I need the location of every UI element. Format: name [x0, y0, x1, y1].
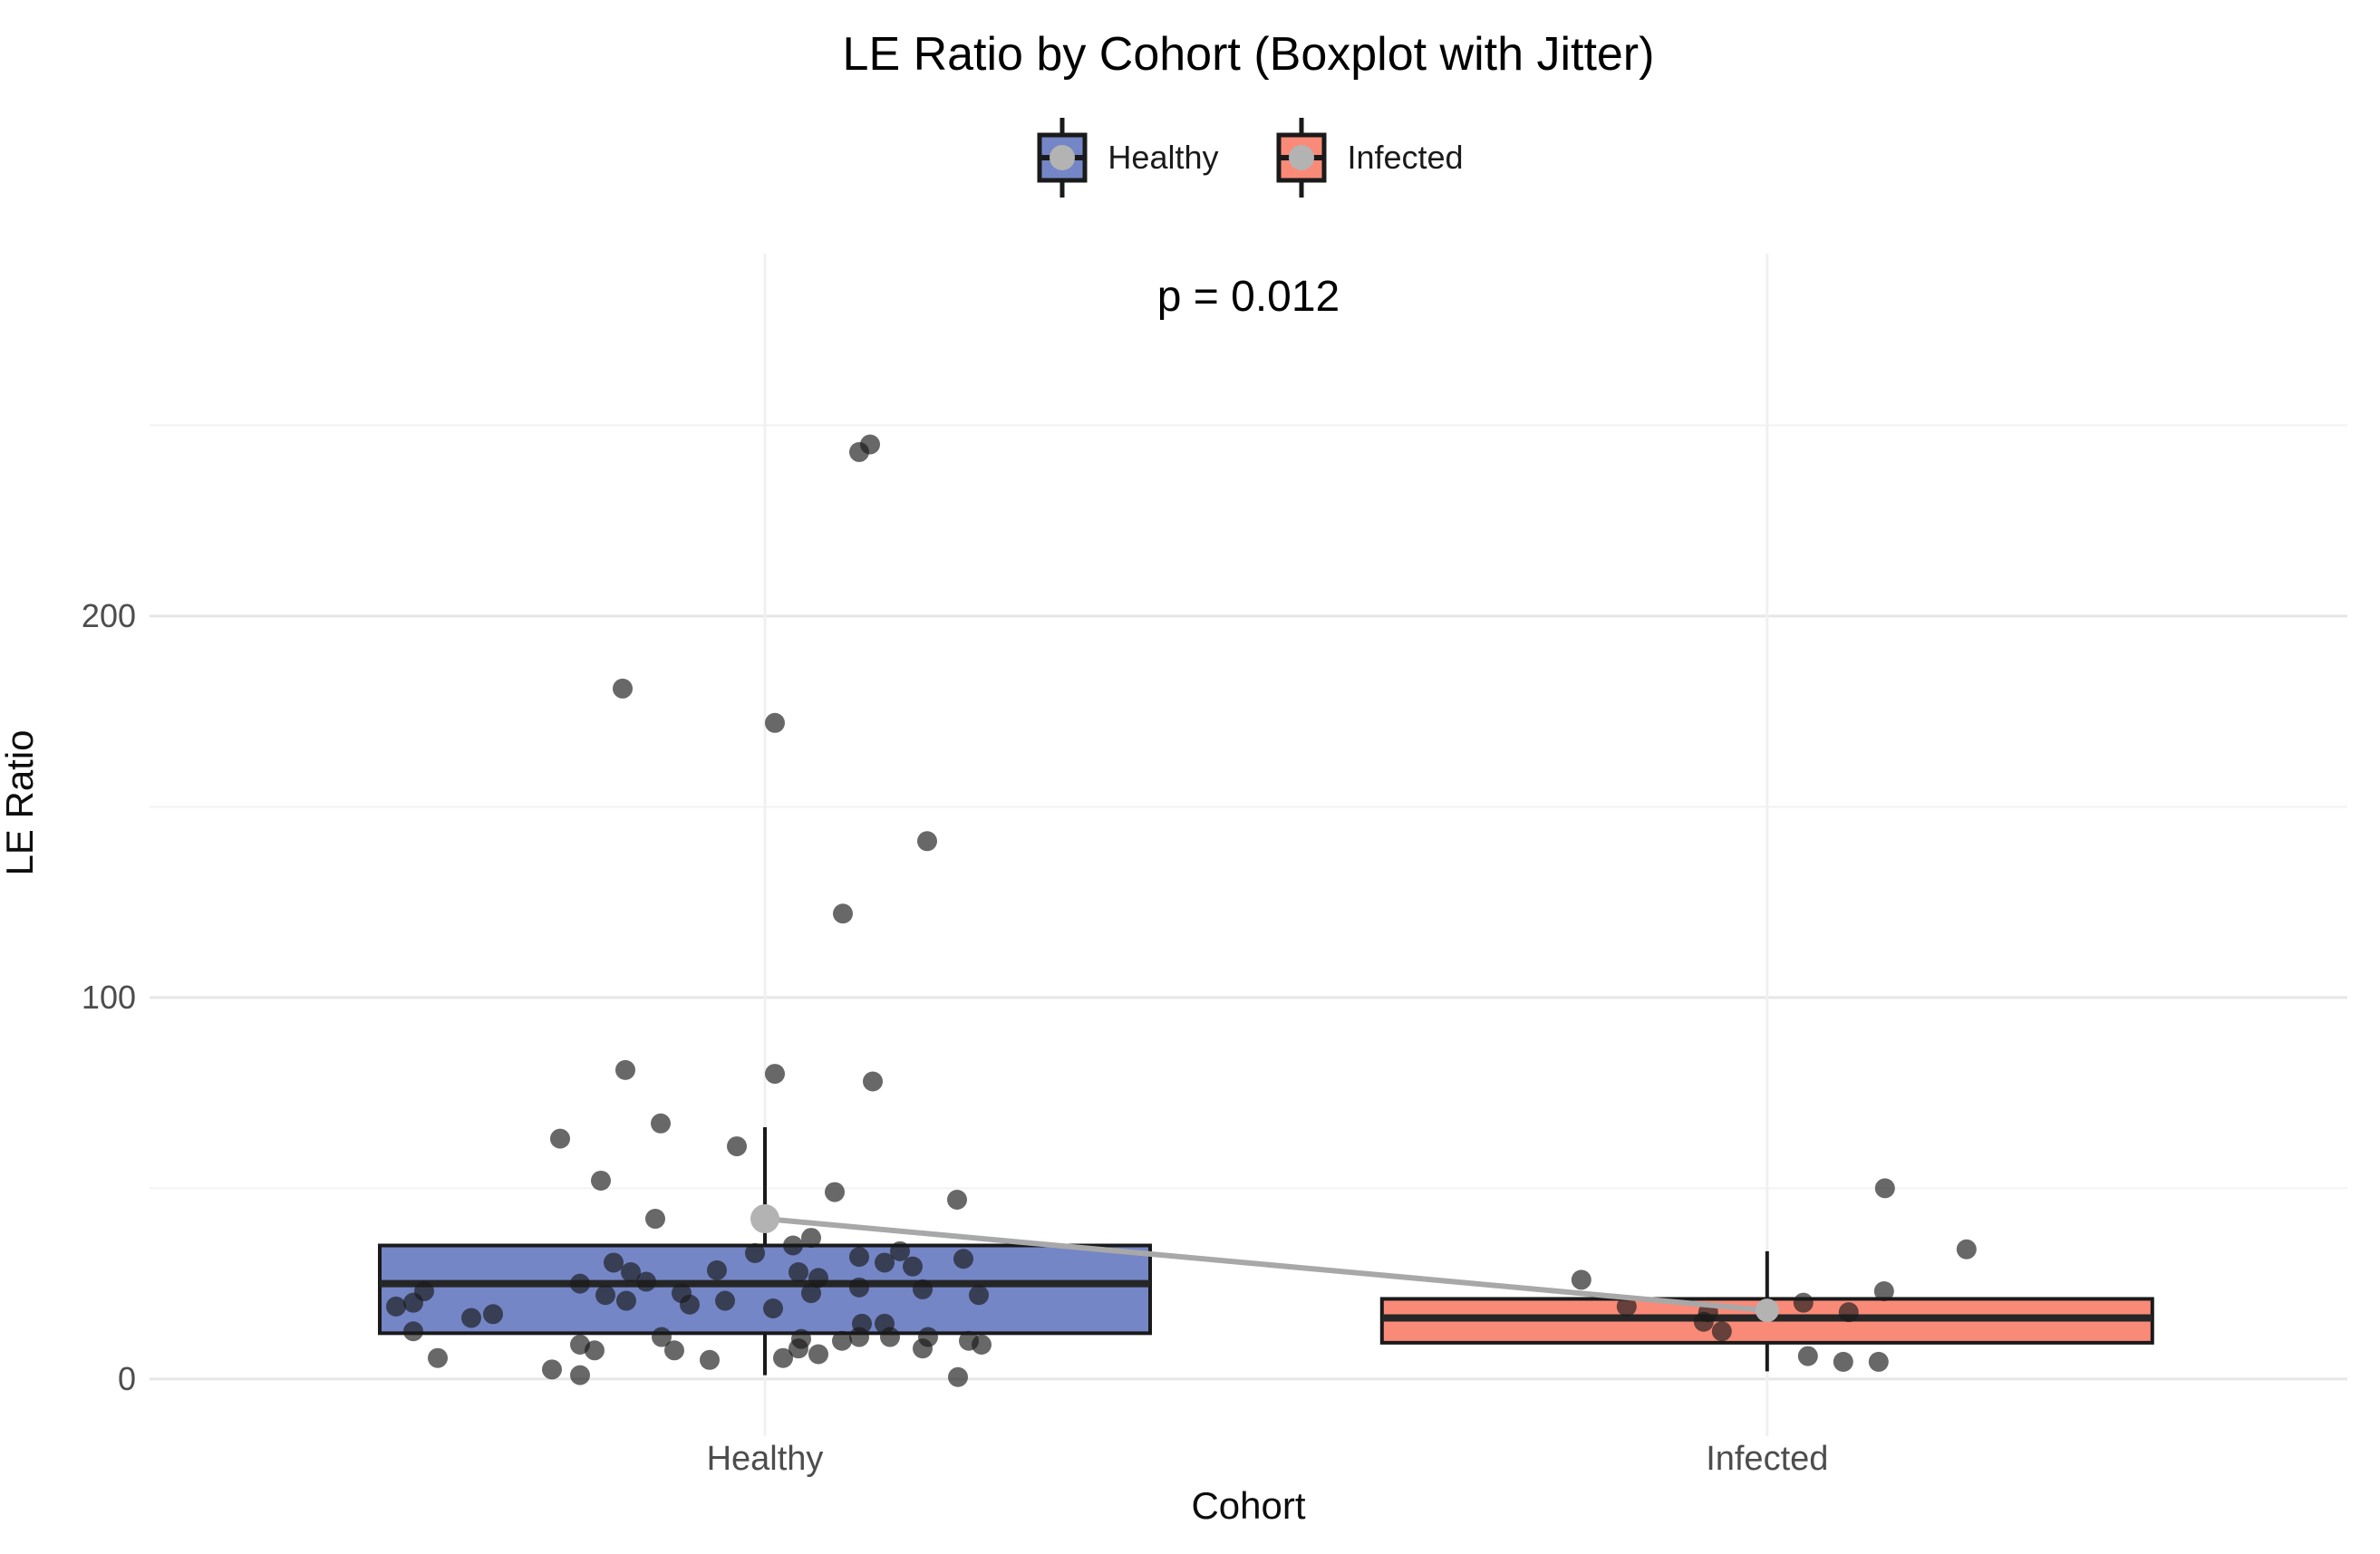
jitter-point-infected: [1693, 1311, 1714, 1332]
jitter-point-infected: [1838, 1302, 1859, 1323]
jitter-point-infected: [1874, 1178, 1895, 1199]
jitter-point-healthy: [917, 831, 937, 852]
jitter-point-infected: [1797, 1346, 1818, 1366]
jitter-point-healthy: [849, 1277, 869, 1298]
boxplot-key-icon-infected: [1276, 118, 1327, 198]
jitter-point-healthy: [783, 1235, 803, 1256]
jitter-point-healthy: [765, 712, 785, 733]
jitter-point-healthy: [953, 1249, 973, 1269]
jitter-point-healthy: [849, 441, 869, 462]
jitter-point-healthy: [700, 1349, 720, 1370]
jitter-point-healthy: [542, 1359, 562, 1380]
legend-label-infected: Infected: [1347, 139, 1464, 176]
jitter-point-infected: [1868, 1351, 1889, 1372]
chart-title: LE Ratio by Cohort (Boxplot with Jitter): [842, 28, 1655, 81]
jitter-point-healthy: [621, 1261, 641, 1282]
jitter-point-healthy: [613, 678, 633, 699]
jitter-point-healthy: [765, 1064, 785, 1085]
y-axis-title: LE Ratio: [0, 729, 41, 876]
legend-item-infected: Infected: [1272, 116, 1464, 199]
jitter-point-infected: [1711, 1321, 1732, 1342]
jitter-point-healthy: [428, 1347, 448, 1368]
jitter-point-healthy: [616, 1290, 636, 1311]
boxplot-key-icon-healthy: [1037, 118, 1088, 198]
jitter-point-healthy: [773, 1347, 793, 1368]
jitter-point-healthy: [461, 1308, 481, 1328]
jitter-point-infected: [1793, 1292, 1814, 1313]
jitter-point-healthy: [863, 1071, 883, 1092]
y-tick-label: 200: [82, 597, 136, 634]
jitter-point-healthy: [808, 1344, 828, 1365]
jitter-point-healthy: [570, 1273, 590, 1294]
jitter-point-healthy: [403, 1321, 423, 1342]
jitter-point-infected: [1873, 1281, 1894, 1302]
jitter-point-healthy: [707, 1260, 727, 1280]
jitter-point-healthy: [849, 1247, 869, 1268]
jitter-point-healthy: [651, 1113, 671, 1134]
jitter-point-healthy: [604, 1252, 624, 1273]
jitter-point-healthy: [880, 1327, 900, 1347]
jitter-point-healthy: [948, 1366, 968, 1387]
jitter-point-infected: [1833, 1351, 1853, 1372]
jitter-point-healthy: [403, 1292, 423, 1313]
jitter-point-healthy: [788, 1261, 808, 1282]
jitter-point-healthy: [550, 1128, 570, 1149]
jitter-point-healthy: [801, 1228, 821, 1249]
jitter-point-infected: [1956, 1239, 1977, 1260]
jitter-point-healthy: [875, 1252, 895, 1273]
jitter-point-healthy: [808, 1268, 828, 1289]
jitter-point-healthy: [483, 1304, 503, 1325]
jitter-point-healthy: [645, 1209, 665, 1230]
p-value-annotation: p = 0.012: [1156, 273, 1340, 321]
y-tick-label: 100: [82, 979, 136, 1016]
mean-connector-line: [764, 1216, 1768, 1314]
legend-item-healthy: Healthy: [1033, 116, 1218, 199]
y-tick-label: 0: [118, 1360, 136, 1397]
jitter-point-healthy: [591, 1170, 611, 1191]
jitter-point-healthy: [969, 1285, 989, 1306]
jitter-point-healthy: [833, 903, 853, 924]
jitter-point-healthy: [801, 1283, 821, 1304]
jitter-point-healthy: [832, 1330, 852, 1351]
x-tick-label-healthy: Healthy: [707, 1440, 824, 1478]
jitter-point-infected: [1571, 1269, 1592, 1290]
jitter-point-healthy: [664, 1340, 684, 1361]
x-axis-title: Cohort: [1191, 1484, 1306, 1527]
jitter-point-healthy: [636, 1271, 656, 1292]
jitter-point-healthy: [652, 1327, 672, 1347]
jitter-point-healthy: [913, 1338, 933, 1359]
jitter-point-healthy: [903, 1256, 923, 1277]
mean-point-infected: [1755, 1298, 1779, 1323]
jitter-point-healthy: [715, 1290, 735, 1311]
jitter-point-healthy: [788, 1338, 808, 1359]
jitter-point-healthy: [680, 1294, 700, 1315]
jitter-point-healthy: [585, 1340, 605, 1361]
jitter-point-infected: [1616, 1296, 1637, 1317]
jitter-point-healthy: [825, 1182, 845, 1202]
legend: Healthy Infected: [150, 114, 2347, 201]
jitter-point-healthy: [727, 1136, 747, 1157]
jitter-point-healthy: [595, 1285, 615, 1306]
jitter-point-healthy: [849, 1327, 869, 1347]
jitter-point-healthy: [890, 1240, 910, 1261]
jitter-point-healthy: [386, 1296, 406, 1317]
jitter-point-healthy: [763, 1298, 783, 1318]
jitter-point-healthy: [972, 1334, 992, 1355]
jitter-point-healthy: [947, 1190, 967, 1210]
jitter-point-healthy: [570, 1365, 590, 1385]
mean-point-healthy: [750, 1204, 779, 1234]
legend-label-healthy: Healthy: [1108, 139, 1219, 176]
jitter-point-healthy: [913, 1279, 933, 1299]
jitter-point-healthy: [745, 1242, 765, 1263]
x-tick-label-infected: Infected: [1706, 1440, 1828, 1478]
box-healthy: [378, 1243, 1152, 1336]
jitter-point-healthy: [615, 1059, 635, 1080]
